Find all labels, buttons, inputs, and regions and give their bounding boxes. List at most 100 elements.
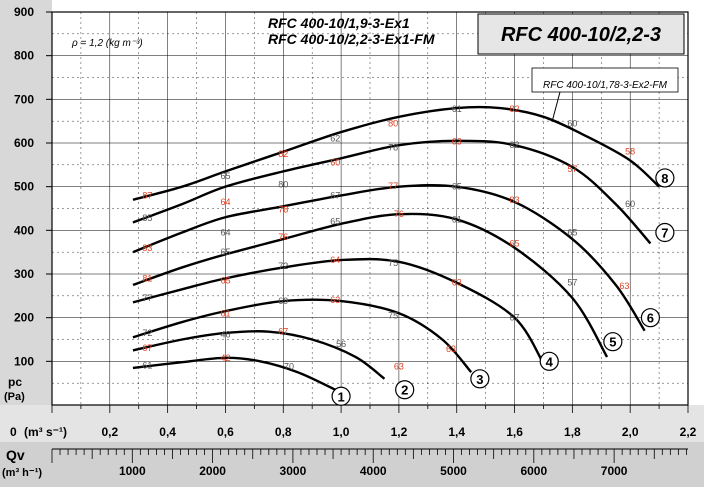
efficiency-label: 65 [220,247,230,257]
efficiency-label: 78 [278,204,288,214]
efficiency-label: 78 [388,142,398,152]
x-tick-label: 1,6 [506,425,523,439]
q-axis-title: Qv [6,447,25,463]
callout-box [531,67,679,93]
x-tick-label: 1,8 [564,425,581,439]
y-axis-band [0,0,52,405]
efficiency-label: 64 [220,228,230,238]
q-axis-unit: (m³ h⁻¹) [2,467,42,479]
efficiency-label: 60 [567,118,577,128]
callout-pointer [551,91,561,123]
q-tick-label: 4000 [360,464,387,478]
y-tick-labels: 900 800 700 600 500 400 300 200 100 [14,5,52,368]
fan-curve-3 [132,298,473,374]
x-tick-label: 0,6 [217,425,234,439]
efficiency-label: 82 [278,149,288,159]
efficiency-label: 57 [567,164,577,174]
fan-marker-label-2: 2 [401,383,408,398]
fan-marker-label-3: 3 [476,372,483,387]
efficiency-label: 61 [142,361,152,371]
y-tick-label: 800 [14,49,34,63]
efficiency-label: 65 [330,217,340,227]
y-tick-label: 900 [14,5,34,19]
model-subtitle-2: RFC 400-10/2,2-3-Ex1-FM [268,31,435,47]
efficiency-label: 76 [394,209,404,219]
efficiency-label: 60 [330,158,340,168]
efficiency-label: 65 [567,228,577,238]
y-tick-label: 300 [14,267,34,281]
efficiency-label: 82 [510,104,520,114]
y-tick-label: 100 [14,354,34,368]
fan-marker-label-1: 1 [337,389,344,404]
efficiency-label: 65 [452,182,462,192]
title-box [477,13,685,55]
efficiency-label: 65 [220,171,230,181]
efficiency-label: 63 [619,281,629,291]
efficiency-label: 82 [510,140,520,150]
fan-marker-circle-5 [603,332,623,352]
efficiency-label: 77 [388,181,398,191]
efficiency-label: 67 [510,313,520,323]
x-axis-band [0,405,704,442]
efficiency-label: 87 [142,190,152,200]
efficiency-label: 61 [220,308,230,318]
efficiency-label: 75 [388,310,398,320]
x-tick-label: 1,4 [448,425,465,439]
efficiency-label: 61 [452,104,462,114]
efficiency-label: 64 [220,197,230,207]
efficiency-label: 62 [330,134,340,144]
x-axis-zero: 0 [10,425,17,439]
fan-curve-8 [132,105,660,201]
fan-marker-label-7: 7 [661,226,668,241]
efficiency-label: 80 [388,118,398,128]
efficiency-label: 75 [388,258,398,268]
efficiency-label: 72 [142,328,152,338]
x-tick-label: 1,0 [333,425,350,439]
x-tick-label: 0,2 [101,425,118,439]
chart-title: RFC 400-10/2,2-3 [501,24,661,46]
efficiency-label: 72 [278,261,288,271]
x-tick-label: 2,2 [680,425,697,439]
fan-curves [132,105,660,391]
efficiency-label: 56 [336,339,346,349]
y-axis-title: pc [8,375,22,389]
efficiency-label: 67 [278,327,288,337]
fan-curve-2 [132,329,386,380]
efficiency-label: 63 [452,137,462,147]
fan-curve-6 [132,183,646,332]
efficiency-label: 80 [278,179,288,189]
efficiency-label: 83 [142,243,152,253]
fan-marker-circle-8 [655,168,675,188]
fan-marker-circle-6 [640,308,661,328]
y-tick-label: 500 [14,180,34,194]
efficiency-label: 70 [284,362,294,372]
x-axis-title: (m³ s⁻¹) [24,425,67,439]
efficiency-label: 77 [142,293,152,303]
efficiency-label: 81 [142,273,152,283]
fan-marker-label-6: 6 [647,311,654,326]
efficiency-label: 63 [446,344,456,354]
fan-curve-4 [132,257,545,365]
q-tick-label: 5000 [440,464,467,478]
efficiency-labels: 61 42 70 67 46 67 56 63 72 61 69 63 75 63 77 65 72 64 75 63… [142,104,635,372]
efficiency-label: 58 [625,147,635,157]
x-tick-label: 2,0 [622,425,639,439]
x-tick-label: 0,8 [275,425,292,439]
efficiency-label: 83 [510,195,520,205]
efficiency-label: 63 [452,278,462,288]
density-note: ρ = 1,2 (kg m⁻³) [71,38,143,49]
fan-marker-circle-3 [470,369,490,389]
model-subtitle-1: RFC 400-10/1,9-3-Ex1 [268,15,410,31]
efficiency-label: 76 [278,232,288,242]
fan-curve-7 [132,139,652,245]
efficiency-label: 63 [330,295,340,305]
q-tick-label: 2000 [199,464,226,478]
efficiency-label: 67 [142,343,152,353]
q-tick-labels: 1000 2000 3000 4000 5000 6000 7000 [51,448,688,478]
y-tick-label: 200 [14,311,34,325]
efficiency-label: 60 [625,199,635,209]
q-tick-label: 1000 [119,464,146,478]
fan-marker-circle-1 [331,386,351,406]
